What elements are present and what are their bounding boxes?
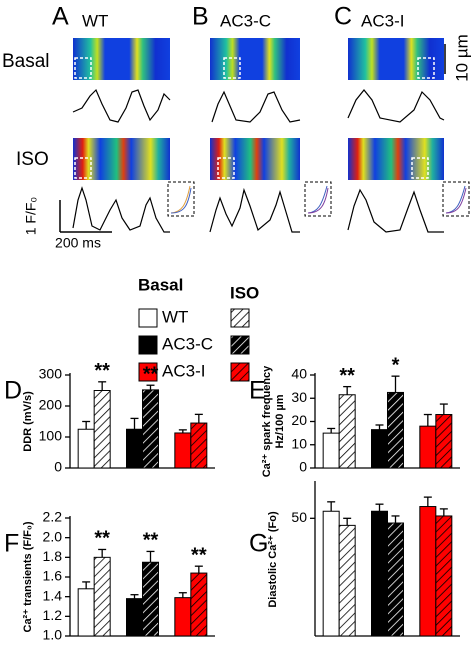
y-tick-label: 1.2: [43, 607, 63, 623]
y-tick-label: 100: [39, 428, 63, 444]
bar: [190, 572, 208, 637]
time-scale-label: 200 ms: [55, 235, 101, 251]
legend-header: Basal: [138, 275, 183, 294]
scale-bars: [59, 44, 446, 233]
bar: [174, 432, 192, 469]
traces: [72, 88, 470, 233]
bar: [126, 428, 143, 469]
y-tick-label: 1.4: [43, 587, 63, 603]
y-axis-label: DDR (mV/s): [22, 391, 34, 452]
significance-label: **: [94, 528, 110, 550]
y-tick-label: 1.6: [43, 568, 63, 584]
bar: [435, 414, 453, 469]
significance-label: **: [191, 544, 207, 566]
bar: [435, 515, 453, 637]
panel-label: WT: [82, 11, 108, 30]
y-tick-label: 2.0: [43, 528, 63, 544]
significance-label: **: [143, 530, 159, 552]
row-label: ISO: [16, 149, 49, 170]
bar: [371, 429, 388, 469]
y-tick-label: 30: [291, 389, 307, 405]
bar: [419, 506, 437, 637]
y-axis-label: Ca²⁺ transients (F/F₀): [22, 521, 34, 632]
panel-letter: E: [249, 377, 266, 405]
bar: [387, 522, 404, 637]
bar: [371, 510, 388, 637]
legend-swatch: [138, 335, 158, 355]
y-tick-label: 200: [39, 397, 63, 413]
legend-swatch: [138, 308, 158, 328]
bar: [142, 389, 159, 469]
bar: [190, 422, 208, 469]
y-axis-label: Hz/100 µm: [274, 394, 286, 448]
panel-letter: D: [4, 377, 22, 405]
bar: [174, 597, 192, 637]
row-label: Basal: [2, 51, 50, 72]
bar: [338, 394, 356, 469]
bar: [93, 556, 111, 637]
y-tick-label: 10: [291, 435, 307, 451]
y-tick-label: 50: [291, 509, 307, 525]
panel-letter: B: [192, 3, 209, 31]
significance-label: *: [392, 354, 400, 376]
y-tick-label: 40: [291, 366, 307, 382]
y-tick-label: 1.0: [43, 627, 63, 643]
panel-letter: G: [249, 530, 268, 558]
legend-label: AC3-I: [162, 361, 205, 380]
y-tick-label: 1.8: [43, 548, 63, 564]
legend-swatch: [138, 362, 158, 382]
bar: [322, 432, 340, 469]
y-axis-label: Diastolic Ca²⁺ (Fo): [267, 511, 279, 608]
bar: [338, 524, 356, 637]
bar: [77, 428, 95, 469]
panel-label: AC3-I: [361, 11, 404, 30]
y-tick-label: 20: [291, 412, 307, 428]
legend-swatch: [230, 308, 250, 328]
panel-letter: F: [4, 530, 19, 558]
y-axis-label: Ca²⁺ spark frequency: [261, 365, 273, 477]
legend-swatch: [230, 362, 250, 382]
line-scans: [73, 38, 444, 180]
panel-letter: A: [52, 3, 69, 31]
y-tick-label: 2.2: [43, 509, 63, 525]
panel-letter: C: [334, 3, 352, 31]
legend-label: AC3-C: [162, 334, 213, 353]
panel-label: AC3-C: [220, 11, 271, 30]
y-tick-label: 0: [299, 459, 307, 475]
legend-swatch: [230, 335, 250, 355]
bar: [419, 425, 437, 469]
bar: [387, 391, 404, 469]
y-tick-label: 0: [54, 459, 62, 475]
amplitude-scale-label: 1 F/F₀: [23, 197, 39, 236]
significance-label: **: [339, 365, 355, 387]
legend-label: WT: [162, 307, 188, 326]
space-scale-label: 10 µm: [452, 34, 471, 82]
significance-label: **: [143, 364, 159, 386]
y-tick-label: 300: [39, 366, 63, 382]
bar: [126, 598, 143, 637]
bar: [93, 390, 111, 469]
bar: [142, 561, 159, 637]
bar: [77, 588, 95, 637]
significance-label: **: [94, 360, 110, 382]
legend-header: ISO: [230, 283, 259, 302]
bar: [322, 510, 340, 637]
